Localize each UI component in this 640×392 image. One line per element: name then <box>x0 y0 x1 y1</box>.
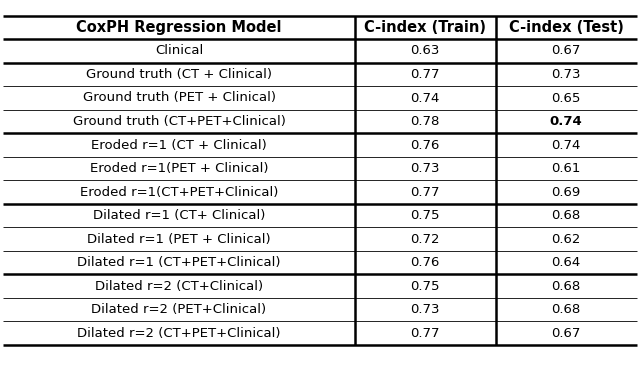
Text: 0.77: 0.77 <box>410 185 440 199</box>
Text: 0.61: 0.61 <box>552 162 581 175</box>
Text: CoxPH Regression Model: CoxPH Regression Model <box>76 20 282 35</box>
Text: Ground truth (PET + Clinical): Ground truth (PET + Clinical) <box>83 91 276 105</box>
Text: 0.72: 0.72 <box>410 232 440 246</box>
Text: Eroded r=1(PET + Clinical): Eroded r=1(PET + Clinical) <box>90 162 268 175</box>
Text: Eroded r=1 (CT + Clinical): Eroded r=1 (CT + Clinical) <box>91 138 267 152</box>
Text: Dilated r=1 (PET + Clinical): Dilated r=1 (PET + Clinical) <box>87 232 271 246</box>
Text: Dilated r=2 (PET+Clinical): Dilated r=2 (PET+Clinical) <box>92 303 267 316</box>
Text: Dilated r=1 (CT+PET+Clinical): Dilated r=1 (CT+PET+Clinical) <box>77 256 281 269</box>
Text: 0.74: 0.74 <box>552 138 581 152</box>
Text: 0.78: 0.78 <box>410 115 440 128</box>
Text: 0.63: 0.63 <box>410 44 440 58</box>
Text: 0.75: 0.75 <box>410 209 440 222</box>
Text: 0.62: 0.62 <box>552 232 581 246</box>
Text: 0.73: 0.73 <box>410 303 440 316</box>
Text: Clinical: Clinical <box>155 44 203 58</box>
Text: Dilated r=2 (CT+Clinical): Dilated r=2 (CT+Clinical) <box>95 279 263 293</box>
Text: 0.77: 0.77 <box>410 68 440 81</box>
Text: 0.67: 0.67 <box>552 44 581 58</box>
Text: 0.77: 0.77 <box>410 327 440 340</box>
Text: Dilated r=1 (CT+ Clinical): Dilated r=1 (CT+ Clinical) <box>93 209 265 222</box>
Text: 0.73: 0.73 <box>410 162 440 175</box>
Text: 0.75: 0.75 <box>410 279 440 293</box>
Text: Ground truth (CT+PET+Clinical): Ground truth (CT+PET+Clinical) <box>72 115 285 128</box>
Text: 0.65: 0.65 <box>552 91 581 105</box>
Text: 0.76: 0.76 <box>410 138 440 152</box>
Text: 0.68: 0.68 <box>552 209 580 222</box>
Text: C-index (Train): C-index (Train) <box>364 20 486 35</box>
Text: C-index (Test): C-index (Test) <box>509 20 623 35</box>
Text: 0.68: 0.68 <box>552 279 580 293</box>
Text: Dilated r=2 (CT+PET+Clinical): Dilated r=2 (CT+PET+Clinical) <box>77 327 281 340</box>
Text: Ground truth (CT + Clinical): Ground truth (CT + Clinical) <box>86 68 272 81</box>
Text: Eroded r=1(CT+PET+Clinical): Eroded r=1(CT+PET+Clinical) <box>80 185 278 199</box>
Text: 0.76: 0.76 <box>410 256 440 269</box>
Text: 0.68: 0.68 <box>552 303 580 316</box>
Text: 0.69: 0.69 <box>552 185 580 199</box>
Text: 0.74: 0.74 <box>410 91 440 105</box>
Text: 0.73: 0.73 <box>552 68 581 81</box>
Text: 0.74: 0.74 <box>550 115 582 128</box>
Text: 0.64: 0.64 <box>552 256 580 269</box>
Text: 0.67: 0.67 <box>552 327 581 340</box>
